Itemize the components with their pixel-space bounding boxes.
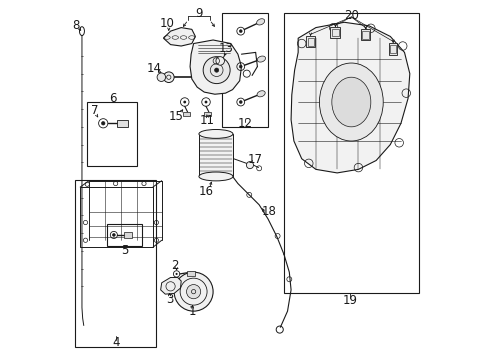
Bar [284,13,418,293]
Text: 10: 10 [160,17,174,30]
Text: 2: 2 [172,259,179,272]
Bar [330,27,341,38]
Bar [204,112,211,116]
Text: 7: 7 [91,104,98,117]
Text: 11: 11 [200,114,215,127]
Bar [199,134,233,176]
Text: 8: 8 [73,19,80,32]
Circle shape [157,73,166,81]
Circle shape [112,234,115,237]
Circle shape [175,273,178,275]
Circle shape [239,30,242,32]
Ellipse shape [319,63,383,141]
Bar [389,43,397,54]
Text: 5: 5 [121,244,128,257]
Ellipse shape [332,77,371,127]
Polygon shape [161,278,181,294]
Text: 15: 15 [169,110,184,123]
Polygon shape [164,28,196,46]
Ellipse shape [257,56,266,62]
Bar [80,187,153,247]
Bar [75,180,156,347]
Circle shape [246,162,253,168]
Bar [308,37,314,46]
Text: 12: 12 [238,117,252,130]
Bar [306,36,315,48]
Text: 16: 16 [198,185,214,198]
Bar [361,30,370,40]
Circle shape [239,65,242,68]
Circle shape [205,100,207,103]
Bar [124,232,132,238]
Text: 18: 18 [262,206,276,219]
Circle shape [187,284,201,299]
Bar [187,271,195,276]
Ellipse shape [199,172,233,181]
Ellipse shape [199,130,233,138]
Circle shape [239,100,242,103]
Bar [183,112,190,116]
Ellipse shape [257,19,265,25]
Bar [107,224,142,246]
Text: 20: 20 [344,9,359,22]
Text: 3: 3 [166,293,173,306]
Bar [391,45,396,53]
Circle shape [164,72,174,82]
Bar [332,29,339,36]
Ellipse shape [257,91,265,97]
Polygon shape [190,40,242,94]
Circle shape [101,122,105,125]
Text: 4: 4 [112,336,120,349]
Bar [222,13,268,127]
Text: 19: 19 [343,294,357,307]
Text: 13: 13 [219,42,234,55]
Circle shape [183,100,186,103]
Text: 17: 17 [248,153,263,166]
Polygon shape [291,22,410,173]
Bar [362,31,369,39]
Bar [118,120,128,127]
Bar [87,102,137,166]
Text: 9: 9 [195,7,203,20]
Circle shape [216,57,224,65]
Circle shape [215,68,219,72]
Circle shape [174,272,213,311]
Text: 1: 1 [189,305,196,318]
Text: 6: 6 [109,92,117,105]
Circle shape [203,57,230,84]
Text: 14: 14 [147,62,162,75]
